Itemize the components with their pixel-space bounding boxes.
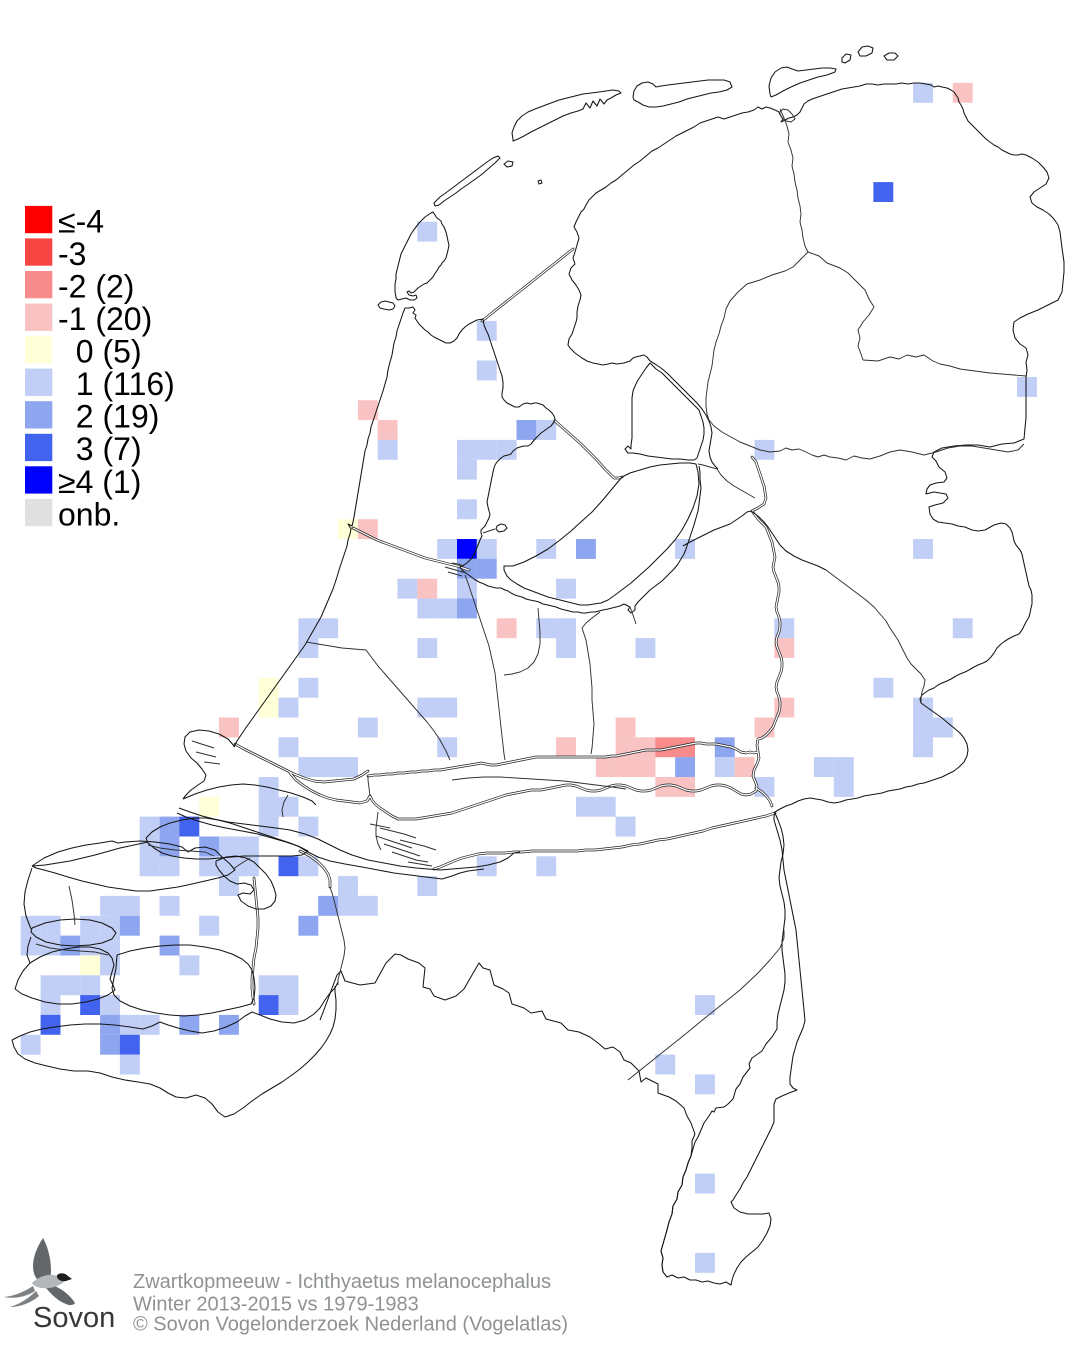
svg-text:-3: -3 bbox=[58, 236, 86, 272]
svg-text:Winter 2013-2015 vs 1979-1983: Winter 2013-2015 vs 1979-1983 bbox=[133, 1294, 419, 1316]
svg-text:-2 (2): -2 (2) bbox=[58, 269, 134, 305]
svg-text:Zwartkopmeeuw - Ichthyaetus me: Zwartkopmeeuw - Ichthyaetus melanocephal… bbox=[133, 1271, 551, 1293]
svg-text:3 (7): 3 (7) bbox=[58, 431, 142, 467]
svg-text:onb.: onb. bbox=[58, 496, 120, 532]
svg-text:≤-4: ≤-4 bbox=[58, 203, 104, 239]
svg-text:Sovon: Sovon bbox=[33, 1302, 115, 1334]
svg-text:1 (116): 1 (116) bbox=[58, 366, 175, 402]
svg-text:≥4 (1): ≥4 (1) bbox=[58, 464, 141, 500]
svg-text:-1 (20): -1 (20) bbox=[58, 301, 152, 337]
svg-text:0 (5): 0 (5) bbox=[58, 334, 142, 370]
svg-text:2 (19): 2 (19) bbox=[58, 399, 159, 435]
svg-text:© Sovon Vogelonderzoek Nederla: © Sovon Vogelonderzoek Nederland (Vogela… bbox=[133, 1314, 568, 1336]
